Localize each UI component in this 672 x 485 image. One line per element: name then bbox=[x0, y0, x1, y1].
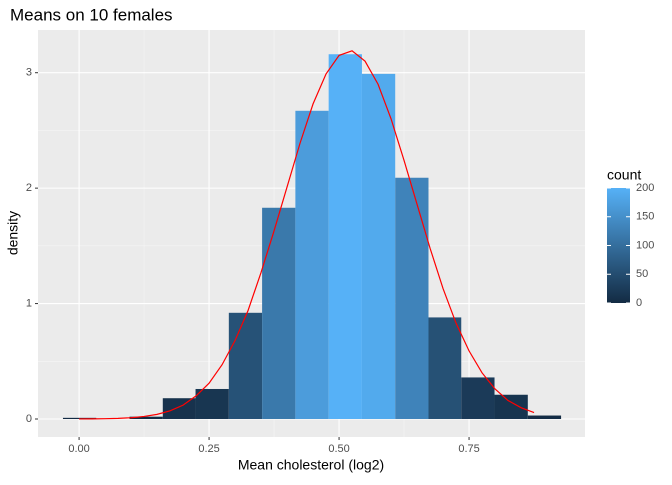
x-tick-label: 0.50 bbox=[328, 443, 349, 455]
bar bbox=[328, 54, 362, 419]
y-axis-label: density bbox=[5, 211, 21, 255]
bar bbox=[262, 207, 296, 419]
y-tick-label: 0 bbox=[26, 413, 32, 425]
y-tick-label: 3 bbox=[26, 67, 32, 79]
bar bbox=[361, 73, 396, 419]
chart-title: Means on 10 females bbox=[10, 5, 173, 24]
y-tick-label: 1 bbox=[26, 297, 32, 309]
bar bbox=[395, 177, 429, 419]
x-tick-label: 0.25 bbox=[198, 443, 219, 455]
bar bbox=[527, 415, 562, 419]
density-curve bbox=[79, 50, 535, 420]
bar bbox=[129, 416, 163, 419]
bar bbox=[195, 388, 229, 419]
x-tick-label: 0.00 bbox=[68, 443, 89, 455]
bar bbox=[162, 398, 196, 419]
bar bbox=[428, 317, 462, 419]
bar bbox=[295, 110, 329, 419]
bar bbox=[461, 377, 495, 419]
y-tick-label: 2 bbox=[26, 182, 32, 194]
bar bbox=[494, 394, 528, 419]
legend-colorbar bbox=[607, 188, 630, 303]
x-axis-label: Mean cholesterol (log2) bbox=[238, 457, 384, 473]
legend-label: 150 bbox=[636, 211, 654, 223]
legend-title: count bbox=[607, 167, 641, 183]
legend-label: 200 bbox=[636, 182, 654, 194]
x-tick-label: 0.75 bbox=[458, 443, 479, 455]
legend-label: 100 bbox=[636, 239, 654, 251]
legend-label: 0 bbox=[636, 297, 642, 309]
bar bbox=[228, 312, 263, 419]
legend-label: 50 bbox=[636, 268, 648, 280]
